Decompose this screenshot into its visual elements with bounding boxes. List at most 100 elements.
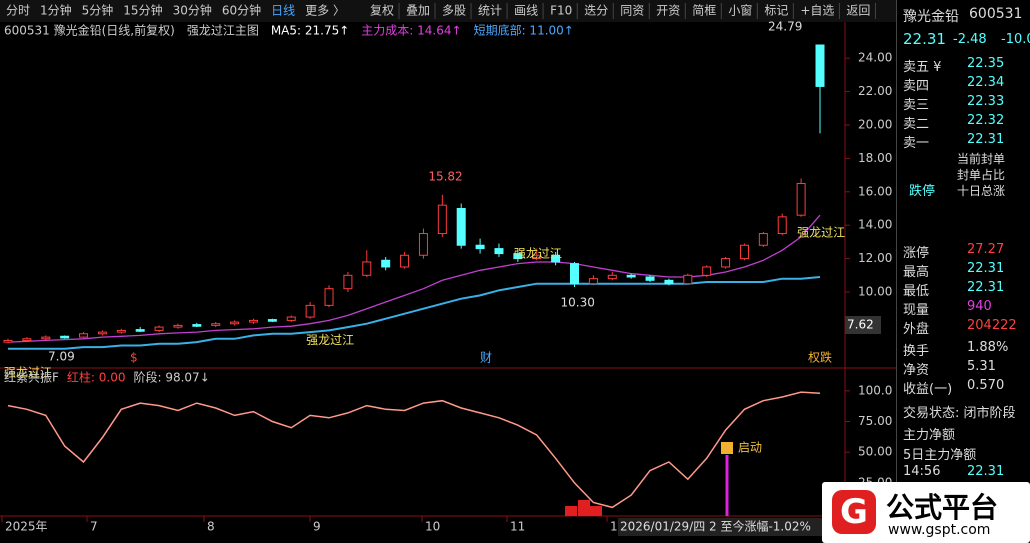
y-tick-label: 24.00	[858, 51, 892, 65]
tool-button[interactable]: 迭分	[584, 4, 608, 18]
tool-button[interactable]: 小窗	[728, 4, 752, 18]
stock-code: 600531	[969, 6, 1023, 22]
y-tick-label: 14.00	[858, 218, 892, 232]
info-text: 主力成本: 14.64↑	[361, 24, 461, 38]
tick-time: 14:56	[903, 464, 941, 479]
tool-button[interactable]: 简框	[692, 4, 716, 18]
tool-button[interactable]: 同资	[620, 4, 644, 18]
indicator-text: 红柱: 0.00	[67, 370, 126, 385]
book-price: 22.32	[967, 113, 1005, 128]
stat-value: 1.88%	[967, 340, 1009, 355]
period-tab[interactable]: 1分钟	[40, 3, 72, 18]
tool-button[interactable]: F10	[550, 4, 572, 18]
indicator-text: 阶段: 98.07↓	[133, 370, 209, 385]
candle-body	[626, 274, 636, 278]
period-tab[interactable]: 日线	[271, 4, 295, 18]
candle-body	[135, 329, 145, 332]
book-price: 22.35	[967, 56, 1005, 71]
candle-body	[362, 261, 372, 276]
tool-button[interactable]: 叠加	[406, 4, 430, 18]
indicator-text: 红紫共振F	[4, 370, 59, 385]
signal-label: 强龙过江	[514, 246, 562, 260]
candle-body	[777, 216, 787, 235]
candle-body	[721, 258, 731, 268]
book-label: 卖三	[903, 98, 930, 113]
signal-label: 强龙过江	[306, 333, 354, 347]
candle-body	[286, 316, 296, 321]
book-label: 卖五 ¥	[903, 60, 942, 75]
period-tab[interactable]: 15分钟	[123, 3, 162, 18]
candle-body	[79, 333, 89, 338]
quote-panel: 豫光金铅 600531 22.31 -2.48 -10.0 卖五 ¥ 22.35 卖四 22.3…	[896, 0, 1030, 543]
stat-value: 940	[967, 299, 992, 314]
x-tick-label: 11	[510, 520, 525, 534]
candle-body	[475, 244, 485, 250]
candle-body	[192, 324, 202, 327]
candle-body	[532, 254, 542, 260]
stat-label: 最低	[903, 284, 930, 299]
candle-body	[22, 338, 32, 341]
x-tick-label: 2025年	[5, 520, 48, 534]
period-tab[interactable]: 分时	[6, 4, 30, 18]
candle-body	[513, 253, 523, 260]
stat-label: 现量	[903, 303, 930, 318]
stat-value: 0.570	[967, 378, 1005, 393]
note: 封单占比	[957, 168, 1006, 182]
status-text: 2026/01/29/四 2 至今涨幅-1.02%	[620, 519, 811, 534]
price-label: 10.30	[561, 296, 595, 310]
candle-body	[758, 233, 768, 246]
candle-body	[230, 321, 240, 325]
stat-value: 204222	[967, 318, 1017, 333]
ma-line	[7, 214, 821, 343]
candle-body	[400, 254, 410, 268]
stat-value: 27.27	[967, 242, 1005, 257]
info-text: 600531 豫光金铅(日线,前复权)	[4, 23, 175, 38]
candle-body	[116, 329, 126, 333]
candle-body	[551, 254, 561, 263]
stat-label: 涨停	[903, 246, 930, 261]
candle-body	[494, 248, 504, 255]
tool-button[interactable]: 多股	[442, 4, 466, 18]
y-tick-label: 18.00	[858, 151, 892, 165]
candle-body	[683, 274, 693, 285]
stock-name: 豫光金铅	[903, 9, 959, 25]
period-tab[interactable]: 30分钟	[173, 3, 212, 18]
book-price: 22.33	[967, 94, 1005, 109]
tick-price: 22.31	[967, 464, 1005, 479]
candle-body	[173, 324, 183, 328]
tool-button[interactable]: +自选	[800, 4, 834, 18]
logo: G 公式平台 www.gspt.com	[822, 482, 1030, 543]
candle-body	[796, 182, 806, 216]
tool-button[interactable]: 画线	[514, 4, 538, 18]
flow-label: 主力净额	[903, 428, 956, 443]
price-label: 7.09	[48, 349, 75, 363]
tool-button[interactable]: 标记	[764, 4, 788, 18]
note: 当前封单	[957, 152, 1006, 166]
y-tick-label: 10.00	[858, 285, 892, 299]
tool-button[interactable]: 开资	[656, 4, 680, 18]
tool-button[interactable]: 统计	[478, 4, 502, 18]
period-tab[interactable]: 60分钟	[222, 3, 261, 18]
signal-label: 强龙过江	[4, 365, 52, 379]
candle-body	[456, 208, 466, 246]
x-tick-label: 10	[425, 520, 440, 534]
red-block	[565, 506, 577, 516]
period-tab[interactable]: 更多 〉	[305, 4, 345, 18]
book-price: 22.31	[967, 132, 1005, 147]
candle-body	[97, 331, 107, 335]
tool-button[interactable]: 返回	[846, 4, 870, 18]
status-box	[618, 518, 823, 536]
price: 22.31	[903, 30, 946, 48]
book-label: 卖四	[903, 79, 930, 94]
candle-body	[645, 276, 655, 281]
info-text: MA5: 21.75↑	[271, 24, 349, 38]
candle-body	[739, 244, 749, 260]
candle-body	[607, 274, 617, 280]
stat-value: 22.31	[967, 280, 1005, 295]
tool-button[interactable]: 复权	[370, 4, 394, 18]
stat-label: 净资	[903, 363, 930, 378]
start-label: 启动	[738, 441, 762, 455]
period-tab[interactable]: 5分钟	[82, 3, 114, 18]
marker: 财	[480, 351, 492, 365]
candle-body	[305, 304, 315, 318]
